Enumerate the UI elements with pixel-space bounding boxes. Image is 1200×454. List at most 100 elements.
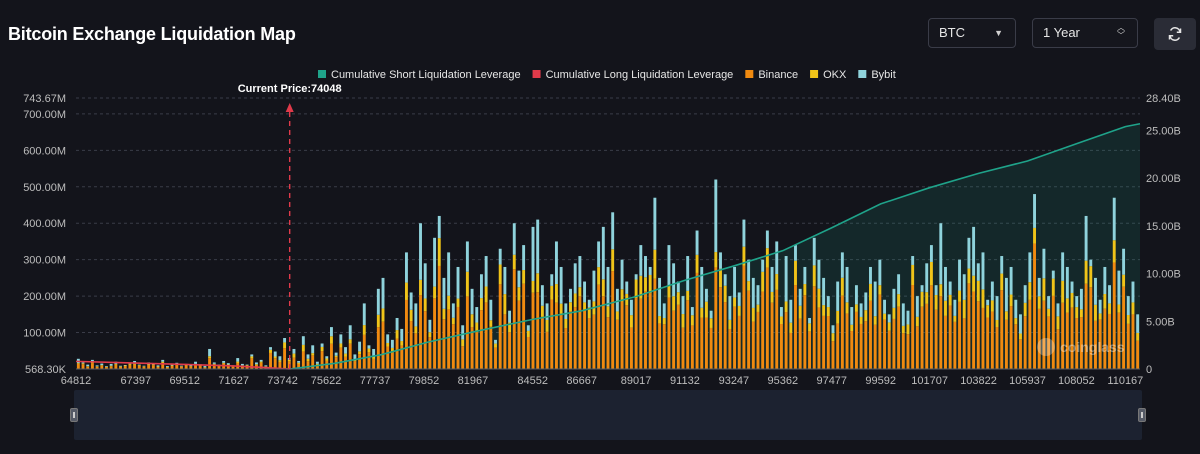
bar-okx[interactable] bbox=[381, 308, 385, 322]
bar-bybit[interactable] bbox=[704, 288, 708, 302]
bar-okx[interactable] bbox=[128, 363, 132, 365]
bar-okx[interactable] bbox=[76, 363, 80, 364]
bar-okx[interactable] bbox=[789, 322, 793, 333]
bar-okx[interactable] bbox=[667, 285, 671, 298]
bar-okx[interactable] bbox=[1094, 304, 1097, 321]
bar-bybit[interactable] bbox=[508, 310, 512, 323]
bar-bybit[interactable] bbox=[137, 364, 141, 366]
bar-bybit[interactable] bbox=[887, 314, 891, 323]
bar-okx[interactable] bbox=[170, 365, 174, 366]
bar-bybit[interactable] bbox=[381, 277, 385, 309]
bar-okx[interactable] bbox=[95, 366, 99, 367]
bar-bybit[interactable] bbox=[990, 281, 994, 301]
bar-okx[interactable] bbox=[133, 363, 137, 365]
bar-binance[interactable] bbox=[972, 291, 976, 369]
bar-okx[interactable] bbox=[451, 317, 455, 325]
bar-bybit[interactable] bbox=[550, 274, 554, 286]
bar-binance[interactable] bbox=[437, 265, 441, 369]
legend-item[interactable]: Cumulative Short Liquidation Leverage bbox=[331, 69, 521, 81]
bar-bybit[interactable] bbox=[180, 365, 183, 367]
bar-binance[interactable] bbox=[1065, 312, 1069, 369]
bar-bybit[interactable] bbox=[119, 365, 122, 367]
bar-binance[interactable] bbox=[944, 315, 947, 369]
bar-bybit[interactable] bbox=[278, 356, 282, 361]
bar-binance[interactable] bbox=[845, 313, 849, 369]
bar-okx[interactable] bbox=[372, 357, 376, 359]
bar-okx[interactable] bbox=[390, 347, 394, 353]
bar-binance[interactable] bbox=[714, 267, 718, 369]
bar-bybit[interactable] bbox=[451, 303, 455, 318]
bar-okx[interactable] bbox=[189, 366, 193, 367]
bar-binance[interactable] bbox=[301, 351, 305, 369]
bar-binance[interactable] bbox=[747, 290, 751, 369]
bar-binance[interactable] bbox=[386, 346, 390, 369]
bar-bybit[interactable] bbox=[667, 245, 671, 286]
bar-bybit[interactable] bbox=[194, 361, 197, 364]
bar-binance[interactable] bbox=[723, 302, 727, 369]
bar-binance[interactable] bbox=[864, 321, 868, 369]
bar-bybit[interactable] bbox=[465, 241, 469, 272]
bar-bybit[interactable] bbox=[573, 263, 577, 294]
bar-bybit[interactable] bbox=[484, 256, 488, 287]
bar-bybit[interactable] bbox=[1136, 314, 1140, 333]
bar-okx[interactable] bbox=[428, 332, 432, 338]
bar-okx[interactable] bbox=[990, 300, 994, 312]
bar-okx[interactable] bbox=[278, 360, 282, 362]
bar-binance[interactable] bbox=[658, 323, 662, 369]
bar-okx[interactable] bbox=[320, 346, 324, 352]
bar-binance[interactable] bbox=[869, 300, 872, 369]
bar-bybit[interactable] bbox=[1042, 248, 1046, 279]
bar-binance[interactable] bbox=[536, 292, 540, 369]
bar-binance[interactable] bbox=[475, 332, 479, 369]
bar-binance[interactable] bbox=[906, 334, 910, 369]
bar-bybit[interactable] bbox=[494, 339, 497, 344]
bar-binance[interactable] bbox=[873, 324, 877, 369]
bar-okx[interactable] bbox=[559, 303, 563, 314]
bar-bybit[interactable] bbox=[629, 299, 633, 316]
bar-bybit[interactable] bbox=[569, 288, 572, 303]
bar-okx[interactable] bbox=[208, 356, 212, 359]
bar-okx[interactable] bbox=[864, 310, 868, 322]
bar-okx[interactable] bbox=[587, 307, 591, 319]
bar-bybit[interactable] bbox=[283, 338, 287, 343]
bar-binance[interactable] bbox=[381, 321, 385, 369]
bar-bybit[interactable] bbox=[165, 366, 169, 367]
bar-okx[interactable] bbox=[414, 326, 418, 334]
bar-binance[interactable] bbox=[292, 357, 296, 369]
bar-bybit[interactable] bbox=[545, 303, 549, 320]
bar-binance[interactable] bbox=[634, 298, 638, 369]
bar-bybit[interactable] bbox=[1103, 266, 1107, 294]
bar-binance[interactable] bbox=[212, 365, 216, 369]
bar-okx[interactable] bbox=[184, 364, 188, 366]
bar-okx[interactable] bbox=[761, 271, 765, 292]
bar-okx[interactable] bbox=[929, 261, 933, 286]
bar-binance[interactable] bbox=[208, 358, 212, 369]
bar-bybit[interactable] bbox=[578, 256, 582, 288]
bar-okx[interactable] bbox=[826, 307, 830, 317]
bar-okx[interactable] bbox=[573, 293, 577, 308]
bar-bybit[interactable] bbox=[644, 256, 647, 278]
bar-bybit[interactable] bbox=[639, 245, 643, 276]
bar-okx[interactable] bbox=[315, 363, 319, 366]
bar-bybit[interactable] bbox=[1094, 277, 1097, 305]
bar-bybit[interactable] bbox=[301, 336, 305, 345]
bar-bybit[interactable] bbox=[236, 358, 240, 362]
bar-bybit[interactable] bbox=[526, 325, 530, 331]
bar-binance[interactable] bbox=[775, 289, 779, 369]
bar-okx[interactable] bbox=[615, 311, 619, 320]
bar-binance[interactable] bbox=[733, 306, 737, 369]
bar-okx[interactable] bbox=[1098, 313, 1102, 320]
bar-okx[interactable] bbox=[1084, 260, 1088, 284]
bar-binance[interactable] bbox=[194, 364, 197, 369]
bar-binance[interactable] bbox=[367, 352, 371, 369]
bar-bybit[interactable] bbox=[929, 245, 933, 262]
bar-okx[interactable] bbox=[653, 249, 657, 279]
bar-binance[interactable] bbox=[165, 367, 169, 369]
bar-binance[interactable] bbox=[690, 325, 694, 369]
bar-okx[interactable] bbox=[817, 288, 821, 308]
bar-okx[interactable] bbox=[676, 292, 680, 305]
bar-okx[interactable] bbox=[358, 351, 362, 355]
bar-bybit[interactable] bbox=[958, 259, 961, 291]
bar-binance[interactable] bbox=[564, 328, 568, 369]
bar-bybit[interactable] bbox=[255, 362, 258, 365]
